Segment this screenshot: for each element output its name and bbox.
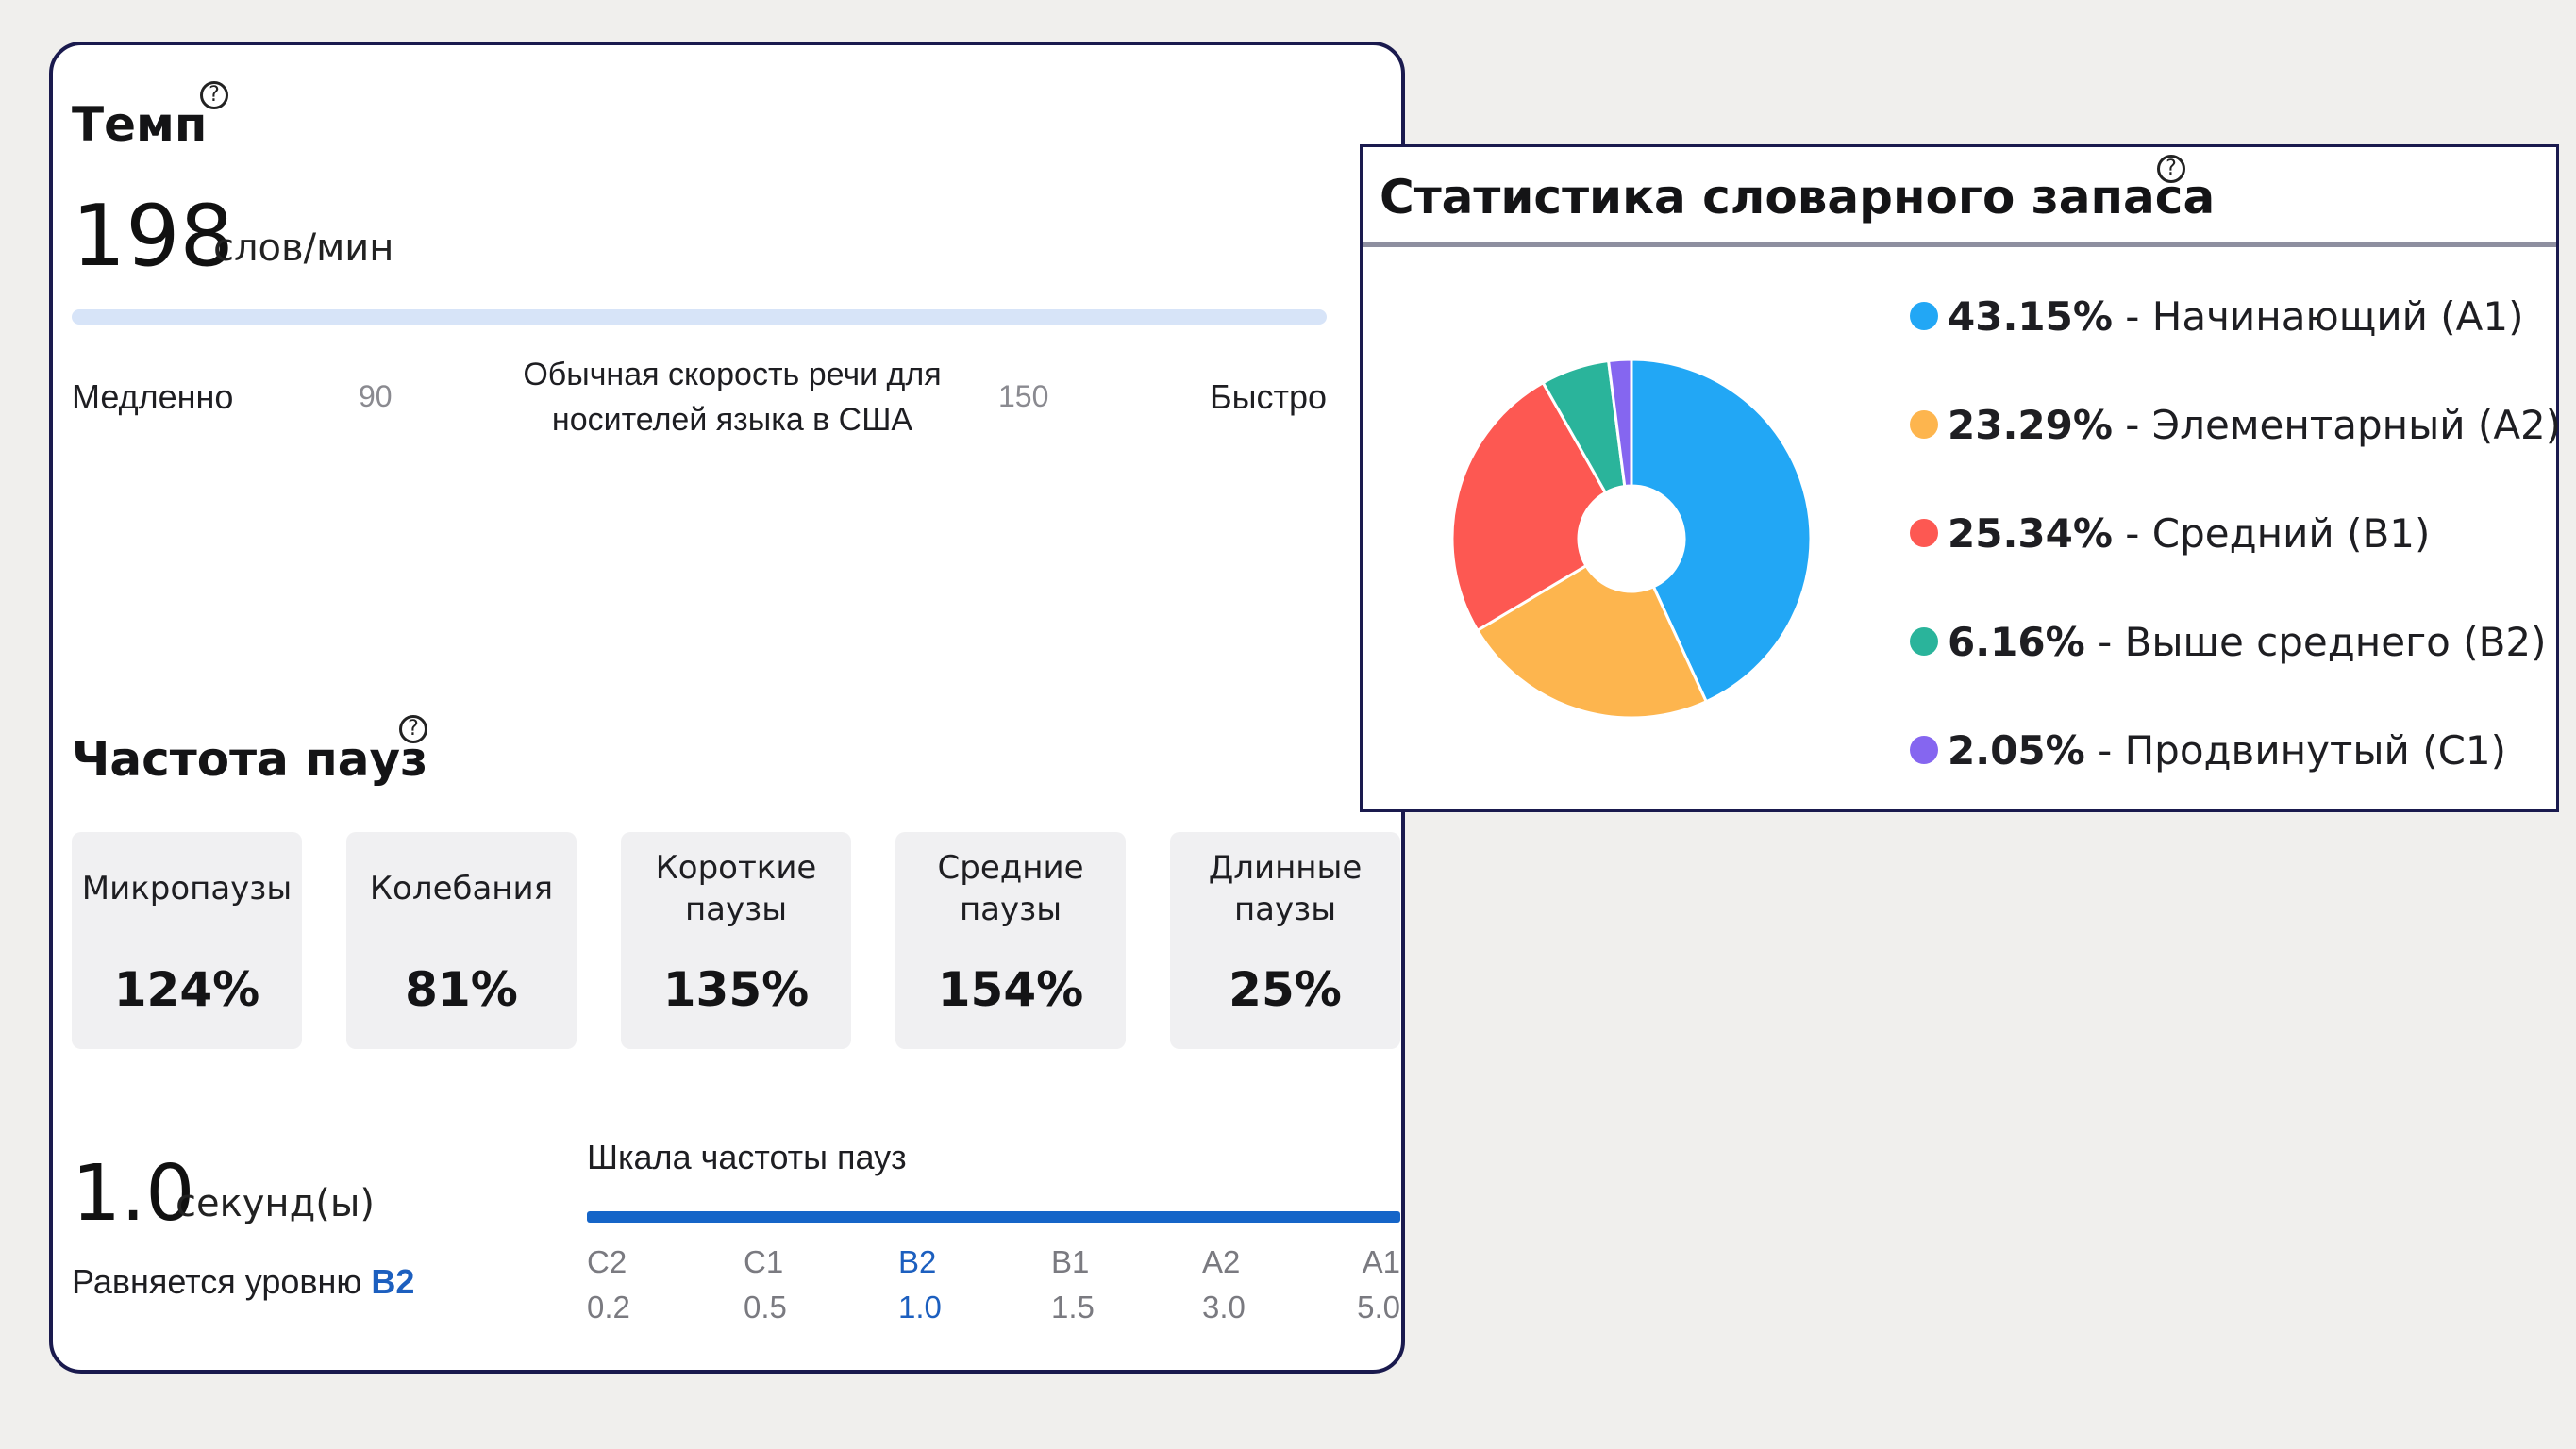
tempo-title: Темп bbox=[72, 97, 208, 152]
vocab-donut-chart bbox=[1450, 358, 1813, 720]
legend-dot bbox=[1910, 409, 1938, 439]
pause-seconds-value: 1.0 bbox=[72, 1149, 195, 1239]
scale-level-value: 3.0 bbox=[1202, 1290, 1246, 1324]
metrics-card: Темп ? 198 слов/мин Медленно 90 Обычная … bbox=[49, 42, 1405, 1374]
scale-level-b1: B1 1.5 bbox=[1051, 1240, 1127, 1330]
slice-c1 bbox=[1606, 358, 1633, 489]
pause-seconds-unit: секунд(ы) bbox=[176, 1182, 376, 1225]
scale-level-label: B1 bbox=[1051, 1244, 1090, 1279]
legend-pct: 25.34% bbox=[1948, 510, 2113, 557]
scale-level-a1: A1 5.0 bbox=[1325, 1240, 1400, 1330]
vocab-stats-card: Статистика словарного запаса ? 43.15% - … bbox=[1360, 144, 2561, 812]
scale-level-value: 5.0 bbox=[1357, 1290, 1400, 1324]
pause-label: Колебания bbox=[369, 870, 554, 908]
pause-label: паузы bbox=[959, 891, 1062, 928]
normal-speed-line-1: Обычная скорость речи для bbox=[523, 357, 942, 392]
pause-scale-title: Шкала частоты пауз bbox=[587, 1138, 907, 1176]
scale-level-c1: C1 0.5 bbox=[744, 1240, 819, 1330]
pause-label: Микропаузы bbox=[81, 870, 293, 908]
legend-dot bbox=[1910, 735, 1938, 764]
fast-label: Быстро bbox=[1210, 377, 1328, 416]
slice-a2 bbox=[1475, 563, 1709, 720]
scale-level-label: C2 bbox=[587, 1244, 627, 1279]
scale-level-value: 1.0 bbox=[898, 1290, 942, 1324]
pause-value: 135% bbox=[662, 962, 810, 1017]
scale-level-label: C1 bbox=[744, 1244, 784, 1279]
vocab-card-header: Статистика словарного запаса ? bbox=[1363, 147, 2556, 247]
pause-scale-bar bbox=[587, 1211, 1400, 1223]
vocab-help-icon[interactable]: ? bbox=[2157, 155, 2185, 183]
pauses-help-icon[interactable]: ? bbox=[399, 715, 427, 743]
tempo-unit: слов/мин bbox=[213, 226, 394, 270]
pause-label: Средние bbox=[937, 849, 1084, 887]
normal-speed-line-2: носителей языка в США bbox=[551, 402, 913, 438]
speed-range-bar bbox=[72, 309, 1327, 325]
legend-label: - Выше среднего (B2) bbox=[2098, 619, 2547, 665]
legend-item-b1: 25.34% - Средний (B1) bbox=[1910, 510, 2430, 567]
legend-dot bbox=[1910, 518, 1938, 547]
level-prefix: Равняется уровню bbox=[72, 1262, 362, 1301]
tempo-help-icon[interactable]: ? bbox=[200, 81, 228, 109]
normal-speed-label: Обычная скорость речи для носителей язык… bbox=[449, 352, 1015, 442]
slice-b1 bbox=[1450, 380, 1608, 633]
tempo-value: 198 bbox=[72, 187, 234, 286]
pause-label: Короткие bbox=[655, 849, 817, 887]
slow-label: Медленно bbox=[72, 377, 234, 416]
pause-box-hesitations: Колебания 81% bbox=[346, 832, 577, 1049]
legend-label: - Начинающий (A1) bbox=[2125, 293, 2524, 340]
scale-level-label: A1 bbox=[1362, 1244, 1400, 1279]
scale-level-label: A2 bbox=[1202, 1244, 1241, 1279]
legend-label: - Продвинутый (C1) bbox=[2098, 727, 2507, 774]
pause-label: паузы bbox=[684, 891, 788, 928]
legend-item-a1: 43.15% - Начинающий (A1) bbox=[1910, 293, 2524, 350]
scale-level-c2: C2 0.2 bbox=[587, 1240, 662, 1330]
pause-label: Длинные bbox=[1208, 849, 1363, 887]
pause-value: 81% bbox=[405, 962, 518, 1017]
legend-dot bbox=[1910, 626, 1938, 656]
pause-value: 124% bbox=[113, 962, 260, 1017]
scale-level-a2: A2 3.0 bbox=[1202, 1240, 1278, 1330]
legend-label: - Средний (B1) bbox=[2125, 510, 2431, 557]
level-line: Равняется уровню B2 bbox=[72, 1262, 414, 1302]
slice-a1 bbox=[1630, 358, 1813, 704]
legend-dot bbox=[1910, 301, 1938, 330]
pause-box-short: Короткие паузы 135% bbox=[621, 832, 851, 1049]
scale-level-value: 0.5 bbox=[744, 1290, 787, 1324]
legend-item-c1: 2.05% - Продвинутый (C1) bbox=[1910, 727, 2506, 784]
pause-box-micro: Микропаузы 124% bbox=[72, 832, 302, 1049]
legend-label: - Элементарный (A2) bbox=[2125, 402, 2562, 448]
legend-pct: 6.16% bbox=[1948, 619, 2085, 665]
pause-box-long: Длинные паузы 25% bbox=[1170, 832, 1400, 1049]
legend-pct: 23.29% bbox=[1948, 402, 2113, 448]
legend-pct: 43.15% bbox=[1948, 293, 2113, 340]
pause-value: 25% bbox=[1229, 962, 1342, 1017]
level-value: B2 bbox=[371, 1262, 415, 1301]
high-speed-mark: 150 bbox=[998, 379, 1049, 413]
vocab-title: Статистика словарного запаса bbox=[1380, 170, 2216, 225]
scale-level-b2: B2 1.0 bbox=[898, 1240, 974, 1330]
legend-pct: 2.05% bbox=[1948, 727, 2085, 774]
legend-item-a2: 23.29% - Элементарный (A2) bbox=[1910, 402, 2561, 458]
pause-value: 154% bbox=[937, 962, 1084, 1017]
pauses-title: Частота пауз bbox=[72, 732, 428, 787]
pause-box-medium: Средние паузы 154% bbox=[895, 832, 1126, 1049]
scale-level-value: 1.5 bbox=[1051, 1290, 1095, 1324]
legend-item-b2: 6.16% - Выше среднего (B2) bbox=[1910, 619, 2547, 675]
scale-level-value: 0.2 bbox=[587, 1290, 630, 1324]
scale-level-label: B2 bbox=[898, 1244, 937, 1279]
low-speed-mark: 90 bbox=[359, 379, 393, 413]
pause-label: паузы bbox=[1233, 891, 1337, 928]
